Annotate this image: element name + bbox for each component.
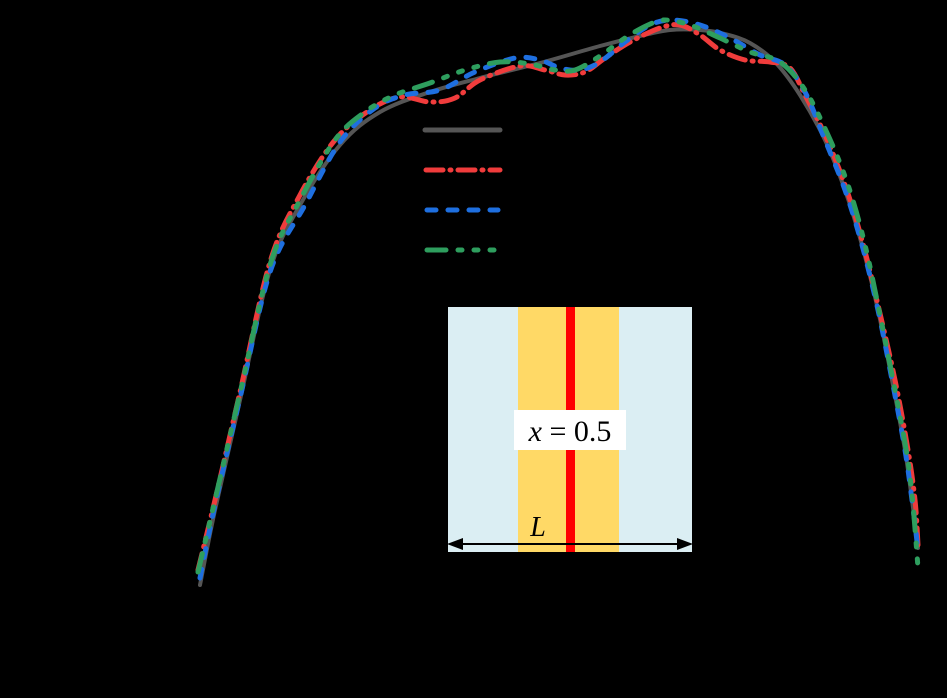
arrowhead-right-icon bbox=[677, 538, 693, 550]
inset-border bbox=[446, 305, 694, 554]
inset-label-box bbox=[514, 410, 626, 450]
inset-dimension-label: L bbox=[529, 512, 546, 543]
legend bbox=[422, 127, 503, 253]
plot-series bbox=[195, 17, 921, 587]
inset-label: x = 0.5 bbox=[528, 415, 612, 448]
inset-schematic: x = 0.5 L bbox=[446, 305, 694, 554]
arrowhead-left-icon bbox=[447, 538, 463, 550]
series-line-3 bbox=[197, 17, 921, 581]
series-line-1 bbox=[198, 27, 920, 587]
series-line-4 bbox=[195, 17, 921, 575]
